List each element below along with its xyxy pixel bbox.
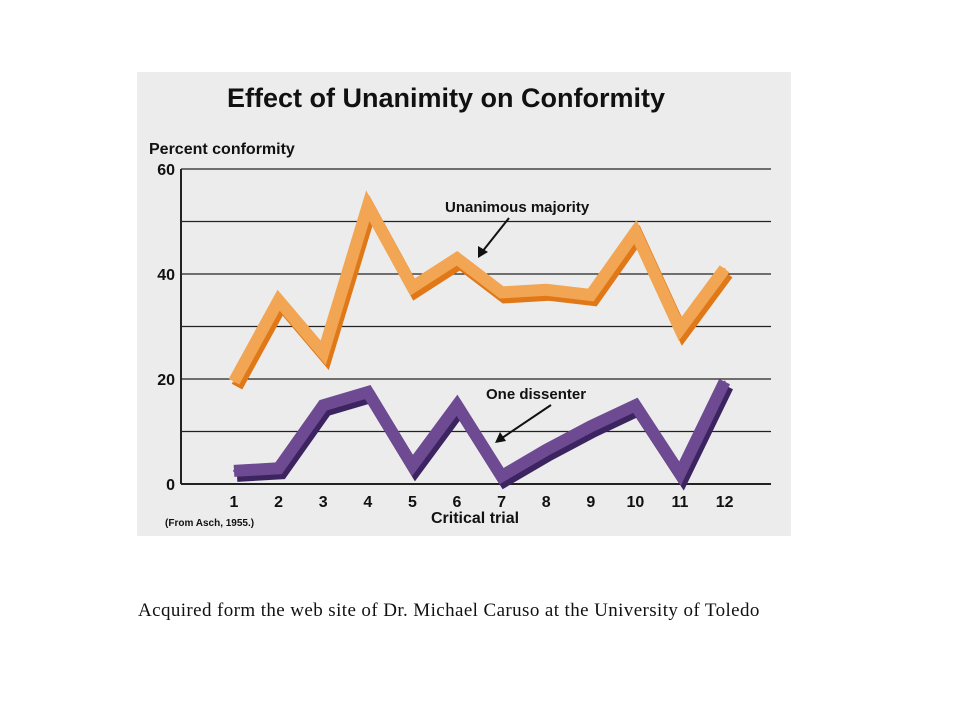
data-point bbox=[233, 380, 235, 383]
arrowhead-dissenter-icon bbox=[495, 432, 506, 443]
data-point bbox=[322, 404, 325, 407]
x-tick-label: 12 bbox=[716, 494, 734, 511]
data-point bbox=[277, 467, 280, 470]
x-tick-label: 2 bbox=[274, 494, 283, 511]
y-tick-label: 40 bbox=[157, 267, 175, 284]
data-point bbox=[411, 464, 414, 467]
x-tick-label: 5 bbox=[408, 494, 417, 511]
y-axis-label: Percent conformity bbox=[149, 141, 295, 158]
data-point bbox=[589, 425, 592, 428]
source-caption: Acquired form the web site of Dr. Michae… bbox=[138, 600, 760, 621]
x-tick-label: 4 bbox=[363, 494, 372, 511]
data-point bbox=[233, 469, 235, 472]
annotation-arrow-dissenter bbox=[501, 404, 552, 439]
series-line-0 bbox=[228, 190, 730, 385]
data-point bbox=[366, 204, 369, 207]
data-point bbox=[634, 231, 637, 233]
y-axis-ticks: 0 20 40 60 bbox=[157, 162, 175, 494]
x-tick-label: 6 bbox=[453, 494, 462, 511]
x-axis-ticks: 1 2 3 4 5 6 7 8 9 10 11 12 bbox=[230, 494, 734, 511]
y-tick-label: 20 bbox=[157, 372, 175, 389]
series-lines bbox=[228, 190, 733, 491]
x-tick-label: 1 bbox=[230, 494, 239, 511]
annotation-arrow-unanimous bbox=[481, 217, 510, 253]
data-point bbox=[589, 294, 592, 296]
x-tick-label: 7 bbox=[497, 494, 506, 511]
annotations: Unanimous majority One dissenter bbox=[445, 199, 590, 443]
conformity-line-chart: Effect of Unanimity on Conformity Percen… bbox=[149, 83, 771, 529]
x-tick-label: 11 bbox=[672, 494, 689, 511]
data-point bbox=[456, 257, 458, 260]
data-point bbox=[366, 391, 369, 394]
data-point bbox=[322, 351, 325, 354]
data-point bbox=[545, 288, 548, 291]
data-point bbox=[634, 404, 637, 407]
chart-title: Effect of Unanimity on Conformity bbox=[227, 83, 665, 113]
source-note: (From Asch, 1955.) bbox=[165, 518, 254, 529]
chart-panel: Effect of Unanimity on Conformity Percen… bbox=[137, 72, 791, 536]
data-point bbox=[500, 475, 503, 478]
data-point bbox=[277, 299, 280, 302]
annotation-one-dissenter: One dissenter bbox=[486, 386, 586, 403]
data-point bbox=[679, 472, 681, 475]
data-point bbox=[411, 286, 414, 289]
x-tick-label: 8 bbox=[542, 494, 551, 511]
x-axis-label: Critical trial bbox=[431, 510, 519, 527]
data-point bbox=[723, 267, 726, 270]
y-tick-label: 0 bbox=[166, 477, 175, 494]
data-point bbox=[679, 328, 681, 331]
x-tick-label: 3 bbox=[319, 494, 328, 511]
series-shadow-0 bbox=[231, 195, 733, 390]
data-point bbox=[723, 380, 726, 383]
annotation-unanimous-majority: Unanimous majority bbox=[445, 199, 590, 216]
series-line-1 bbox=[233, 378, 730, 486]
data-point bbox=[456, 404, 458, 407]
x-tick-label: 10 bbox=[627, 494, 645, 511]
x-tick-label: 9 bbox=[586, 494, 595, 511]
y-tick-label: 60 bbox=[157, 162, 175, 179]
data-point bbox=[545, 448, 548, 451]
arrowhead-unanimous-icon bbox=[478, 246, 488, 258]
data-point bbox=[500, 291, 503, 294]
